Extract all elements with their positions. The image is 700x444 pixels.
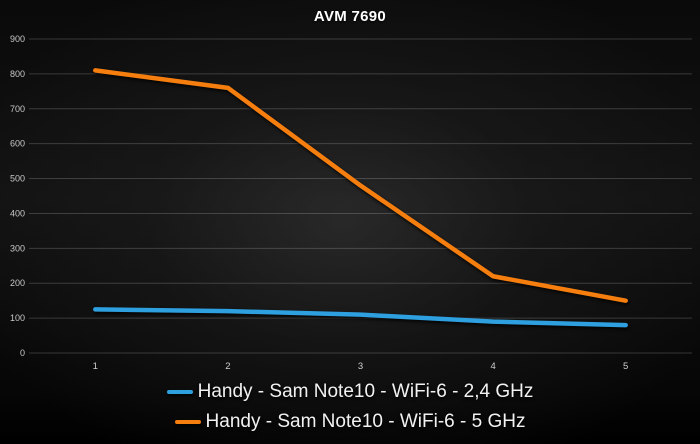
legend-item-5ghz: Handy - Sam Note10 - WiFi-6 - 5 GHz <box>174 409 526 435</box>
chart-legend: Handy - Sam Note10 - WiFi-6 - 2,4 GHz Ha… <box>0 379 700 435</box>
svg-text:5: 5 <box>623 361 628 372</box>
svg-text:600: 600 <box>10 139 25 149</box>
svg-text:800: 800 <box>10 69 25 79</box>
svg-text:200: 200 <box>10 278 25 288</box>
legend-swatch-orange-icon <box>174 420 201 424</box>
chart-title: AVM 7690 <box>313 8 387 25</box>
svg-text:0: 0 <box>20 348 25 358</box>
svg-text:4: 4 <box>490 361 495 372</box>
svg-text:3: 3 <box>358 361 363 372</box>
svg-text:900: 900 <box>10 34 25 44</box>
svg-text:2: 2 <box>225 361 230 372</box>
svg-text:100: 100 <box>10 313 25 323</box>
svg-text:500: 500 <box>10 174 25 184</box>
legend-label-5ghz: Handy - Sam Note10 - WiFi-6 - 5 GHz <box>205 411 526 432</box>
legend-label-24ghz: Handy - Sam Note10 - WiFi-6 - 2,4 GHz <box>197 381 534 402</box>
svg-text:1: 1 <box>93 361 98 372</box>
svg-text:400: 400 <box>10 208 25 218</box>
svg-text:700: 700 <box>10 104 25 114</box>
legend-swatch-blue-icon <box>166 390 193 394</box>
svg-text:300: 300 <box>10 243 25 253</box>
legend-item-24ghz: Handy - Sam Note10 - WiFi-6 - 2,4 GHz <box>166 379 534 405</box>
